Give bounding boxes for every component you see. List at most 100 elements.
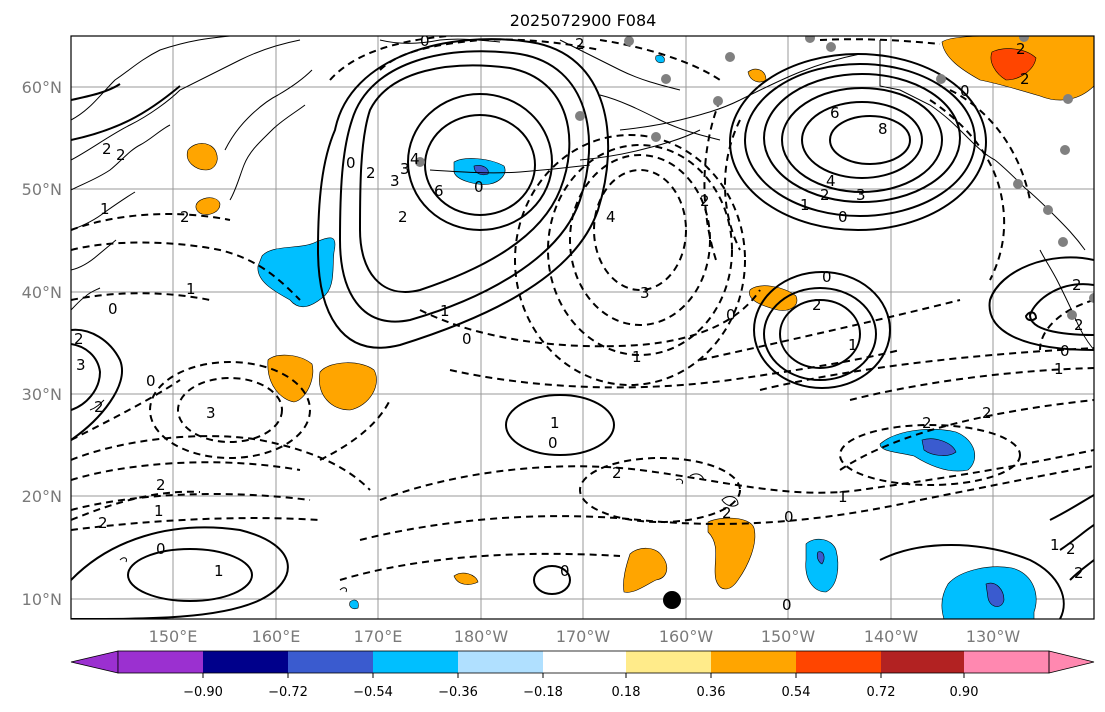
contour-label: 1 xyxy=(632,348,642,366)
lon-tick-label: 150°E xyxy=(149,627,198,646)
colorbar-segment xyxy=(203,651,288,673)
contour-labels: 0 2 2 2 2 2 1 2 0 2 3 3 4 6 0 2 1 0 4 3 xyxy=(74,32,1084,614)
lon-tick-label: 160°E xyxy=(252,627,301,646)
lat-tick-label: 60°N xyxy=(22,78,62,97)
contour-label: 6 xyxy=(434,182,444,200)
contour-label: 2 xyxy=(812,296,822,314)
lon-tick-label: 170°E xyxy=(354,627,403,646)
contour-label: 0 xyxy=(156,540,166,558)
contour-label: 6 xyxy=(830,104,840,122)
colorbar-tick-label: 0.54 xyxy=(782,685,811,700)
colorbar-low-extend xyxy=(70,650,119,674)
contour-label: 1 xyxy=(440,302,450,320)
lat-tick-label: 30°N xyxy=(22,385,62,404)
contour-label: 2 xyxy=(1074,316,1084,334)
shade-hawaii-orange-2 xyxy=(707,517,756,590)
contour-label: 3 xyxy=(400,160,410,178)
colorbar-segment xyxy=(626,651,711,673)
contour-label: 0 xyxy=(838,208,848,226)
contour-label: 1 xyxy=(1050,536,1060,554)
negative-contours xyxy=(71,36,1094,581)
shade-hawaii-orange-1 xyxy=(623,547,668,593)
colorbar-segment xyxy=(796,651,881,673)
lat-tick-label: 10°N xyxy=(22,590,62,609)
contour-label: 3 xyxy=(76,356,86,374)
contour-label: 4 xyxy=(606,208,616,226)
contour-label: 2 xyxy=(922,414,932,432)
colorbar-tick-label: −0.18 xyxy=(523,685,563,700)
contour-label: 0 xyxy=(784,508,794,526)
contour-label: 1 xyxy=(848,336,858,354)
contour-label: 0 xyxy=(726,306,736,324)
colorbar-segment xyxy=(543,651,626,673)
contour-label: 1 xyxy=(214,562,224,580)
colorbar-segment xyxy=(881,651,964,673)
map-title: 2025072900 F084 xyxy=(510,11,657,30)
contour-label: 3 xyxy=(206,404,216,422)
contour-label: 1 xyxy=(100,200,110,218)
contour-label: 2 xyxy=(98,514,108,532)
lon-tick-label: 140°W xyxy=(864,627,919,646)
contour-label: 0 xyxy=(1060,342,1070,360)
shade-kamchatka-orange xyxy=(186,143,218,171)
colorbar-segment xyxy=(458,651,543,673)
contour-label: 0 xyxy=(782,596,792,614)
contour-label: 2 xyxy=(982,404,992,422)
lat-tick-label: 40°N xyxy=(22,283,62,302)
shade-subtropic-blue-core xyxy=(921,438,957,456)
contour-label: 0 xyxy=(822,268,832,286)
contour-label: 8 xyxy=(878,120,888,138)
contour-label: 1 xyxy=(186,280,196,298)
shade-small-blue-1 xyxy=(349,599,359,610)
map-panel: 0 2 2 2 2 2 1 2 0 2 3 3 4 6 0 2 1 0 4 3 xyxy=(70,32,1095,620)
contour-label: 2 xyxy=(722,504,732,522)
colorbar-segment xyxy=(118,651,203,673)
colorbar-tick-label: 0.36 xyxy=(697,685,726,700)
contour-label: 1 xyxy=(1054,360,1064,378)
colorbar-tick-label: 0.72 xyxy=(867,685,896,700)
colorbar: −0.90 −0.72 −0.54 −0.36 −0.18 0.18 0.36 … xyxy=(70,650,1095,700)
contour-label: 4 xyxy=(826,172,836,190)
contour-label: 3 xyxy=(856,186,866,204)
contour-label: 0 xyxy=(146,372,156,390)
lon-tick-label: 130°W xyxy=(966,627,1021,646)
contour-label: 0 xyxy=(108,300,118,318)
latitude-axis: 60°N 50°N 40°N 30°N 20°N 10°N xyxy=(22,78,62,609)
contour-label: 2 xyxy=(398,208,408,226)
colorbar-tick-label: −0.54 xyxy=(353,685,393,700)
contour-label: 2 xyxy=(74,330,84,348)
contour-label: 2 xyxy=(156,476,166,494)
contour-label: 2 xyxy=(575,35,585,53)
shade-northpacific-blue xyxy=(257,237,336,308)
contour-label: 1 xyxy=(838,488,848,506)
colorbar-tick-label: −0.90 xyxy=(183,685,223,700)
contour-label: 2 xyxy=(102,140,112,158)
shade-alaska-red xyxy=(990,48,1037,81)
contour-label: 2 xyxy=(1020,70,1030,88)
contour-label: 2 xyxy=(1072,276,1082,294)
contour-label: 3 xyxy=(640,284,650,302)
shade-small-blue-2 xyxy=(655,54,665,64)
lon-tick-label: 170°W xyxy=(556,627,611,646)
lon-tick-label: 150°W xyxy=(761,627,816,646)
contour-label: 2 xyxy=(1066,540,1076,558)
shade-se-blue-core xyxy=(985,582,1005,607)
colorbar-tick-label: 0.90 xyxy=(950,685,979,700)
contour-label: 3 xyxy=(390,172,400,190)
lat-tick-label: 20°N xyxy=(22,487,62,506)
lon-tick-label: 180°W xyxy=(454,627,509,646)
contour-label: 1 xyxy=(154,502,164,520)
contour-label: 4 xyxy=(410,150,420,168)
colorbar-segment xyxy=(373,651,458,673)
contour-label: 0 xyxy=(560,562,570,580)
contour-label: 2 xyxy=(94,398,104,416)
contour-label: 2 xyxy=(1016,40,1026,58)
lat-tick-label: 50°N xyxy=(22,180,62,199)
contour-label: 2 xyxy=(116,146,126,164)
colorbar-tick-label: −0.36 xyxy=(438,685,478,700)
shade-tropic-blue xyxy=(805,538,839,593)
contour-label: 2 xyxy=(366,164,376,182)
contour-label: 0 xyxy=(420,32,430,50)
longitude-axis: 150°E 160°E 170°E 180°W 170°W 160°W 150°… xyxy=(149,627,1021,646)
